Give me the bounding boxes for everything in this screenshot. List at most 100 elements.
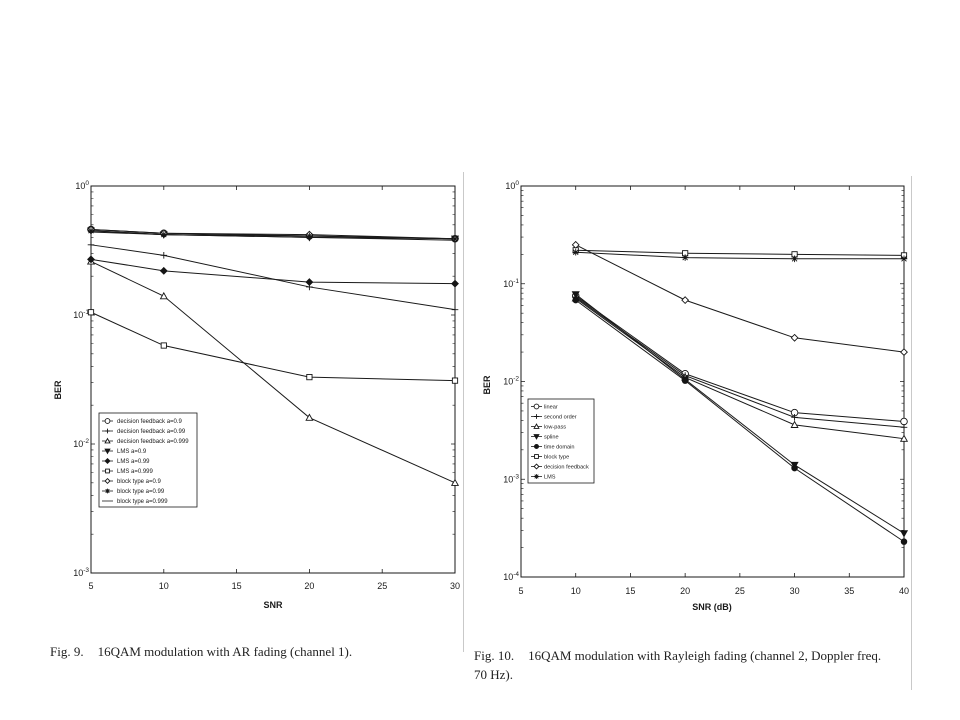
y-tick-base: 10: [503, 572, 513, 582]
chart-fig-9: SNR BER 5 10 15 20 25 3010010-110-210-3decisi…: [53, 180, 460, 610]
y-tick-exponent: -2: [83, 438, 89, 445]
y-tick-exponent: 0: [85, 180, 89, 187]
data-point: [572, 248, 580, 256]
legend-entry: block type a=0.9: [102, 477, 162, 485]
legend-entry: LMS a=0.99: [102, 457, 150, 465]
legend-entry: LMS: [531, 474, 556, 481]
data-point: [571, 240, 580, 249]
legend-entry: decision feedback: [531, 463, 589, 471]
legend-marker: [105, 488, 110, 494]
y-tick-base: 10: [503, 474, 513, 484]
data-point: [681, 254, 689, 261]
legend-label: LMS a=0.99: [117, 459, 150, 465]
series-line: [90, 258, 456, 285]
legend-marker: [104, 448, 111, 455]
legend-label: block type a=0.99: [117, 489, 165, 495]
y-axis-label: BER: [53, 380, 63, 400]
legend-label: spline: [544, 435, 559, 441]
data-point: [87, 309, 95, 316]
data-point: [451, 279, 459, 288]
data-point: [790, 420, 799, 428]
legend-marker: [104, 457, 111, 465]
x-tick-label: 25: [377, 581, 387, 591]
series-line: [575, 249, 905, 256]
data-point: [451, 377, 459, 384]
caption-label: Fig. 10.: [474, 648, 515, 663]
x-tick-label: 35: [844, 586, 854, 596]
legend-label: block type: [544, 455, 569, 461]
data-point: [900, 423, 908, 431]
y-tick-exponent: -1: [513, 278, 519, 285]
legend-entry: block type a=0.99: [102, 488, 165, 495]
y-tick-exponent: -2: [513, 376, 519, 383]
legend-label: decision feedback a=0.9: [117, 419, 183, 425]
data-point: [451, 306, 459, 313]
data-point: [791, 414, 798, 421]
x-tick-label: 20: [304, 581, 314, 591]
y-tick-label: 10-2: [73, 438, 89, 449]
legend-entry: time domain: [531, 444, 574, 451]
data-point: [451, 235, 459, 243]
legend-entry: LMS a=0.999: [102, 468, 154, 475]
series-line: [575, 296, 905, 428]
legend-marker: [534, 414, 539, 419]
x-tick-label: 20: [680, 586, 690, 596]
data-point: [899, 434, 909, 442]
y-axis-label: BER: [482, 375, 492, 395]
legend-entry: block type: [531, 454, 569, 461]
y-tick-label: 100: [75, 180, 89, 191]
y-tick-base: 10: [73, 310, 83, 320]
series-line: [575, 297, 905, 440]
legend-marker: [534, 454, 539, 459]
legend-label: linear: [544, 405, 558, 411]
data-point: [160, 342, 167, 349]
y-tick-label: 10-4: [503, 571, 519, 582]
legend-entry: spline: [531, 434, 559, 441]
x-tick-label: 15: [232, 581, 242, 591]
data-point: [791, 464, 798, 472]
y-tick-label: 100: [505, 180, 519, 191]
legend-box: [98, 412, 198, 508]
legend-label: low-pass: [544, 425, 566, 431]
legend-marker: [533, 403, 540, 410]
y-tick-label: 10-2: [503, 376, 519, 387]
legend-box: [527, 398, 595, 484]
legend-entry: LMS a=0.9: [102, 448, 147, 455]
x-tick-label: 5: [518, 586, 523, 596]
y-tick-exponent: -4: [513, 571, 519, 578]
x-tick-label: 15: [625, 586, 635, 596]
data-point: [87, 241, 95, 249]
caption-text: 16QAM modulation with Rayleigh fading (c…: [528, 648, 882, 663]
x-tick-label: 10: [571, 586, 581, 596]
y-tick-exponent: -3: [513, 473, 519, 480]
data-point: [572, 296, 579, 304]
scan-edge-divider: [463, 172, 464, 652]
data-point: [306, 232, 313, 240]
data-point: [571, 291, 580, 299]
data-point: [900, 348, 908, 357]
x-tick-label: 25: [735, 586, 745, 596]
legend-label: LMS a=0.999: [117, 469, 154, 475]
y-tick-exponent: -1: [83, 309, 89, 316]
series-line: [575, 293, 905, 534]
y-tick-exponent: -3: [83, 567, 89, 574]
legend: decision feedback a=0.9 decision feedback…: [98, 412, 198, 508]
data-point: [899, 530, 909, 538]
legend-label: decision feedback a=0.99: [117, 429, 186, 435]
data-point: [900, 417, 908, 426]
caption-line-1: Fig. 10. 16QAM modulation with Rayleigh f…: [474, 646, 881, 665]
series-line: [575, 299, 905, 543]
series-line: [90, 244, 456, 311]
legend-entry: linear: [531, 403, 558, 411]
series-line: [575, 251, 904, 260]
y-tick-base: 10: [73, 439, 83, 449]
legend-label: decision feedback a=0.999: [117, 439, 189, 445]
legend-label: LMS: [544, 475, 556, 481]
legend-entry: low-pass: [531, 423, 566, 431]
data-point: [306, 374, 313, 381]
y-tick-base: 10: [505, 181, 515, 191]
figure-9-caption: Fig. 9. 16QAM modulation with AR fading (…: [50, 642, 352, 661]
legend-marker: [533, 434, 540, 440]
figure-10-caption: Fig. 10. 16QAM modulation with Rayleigh f…: [474, 646, 881, 684]
data-point: [450, 478, 460, 486]
